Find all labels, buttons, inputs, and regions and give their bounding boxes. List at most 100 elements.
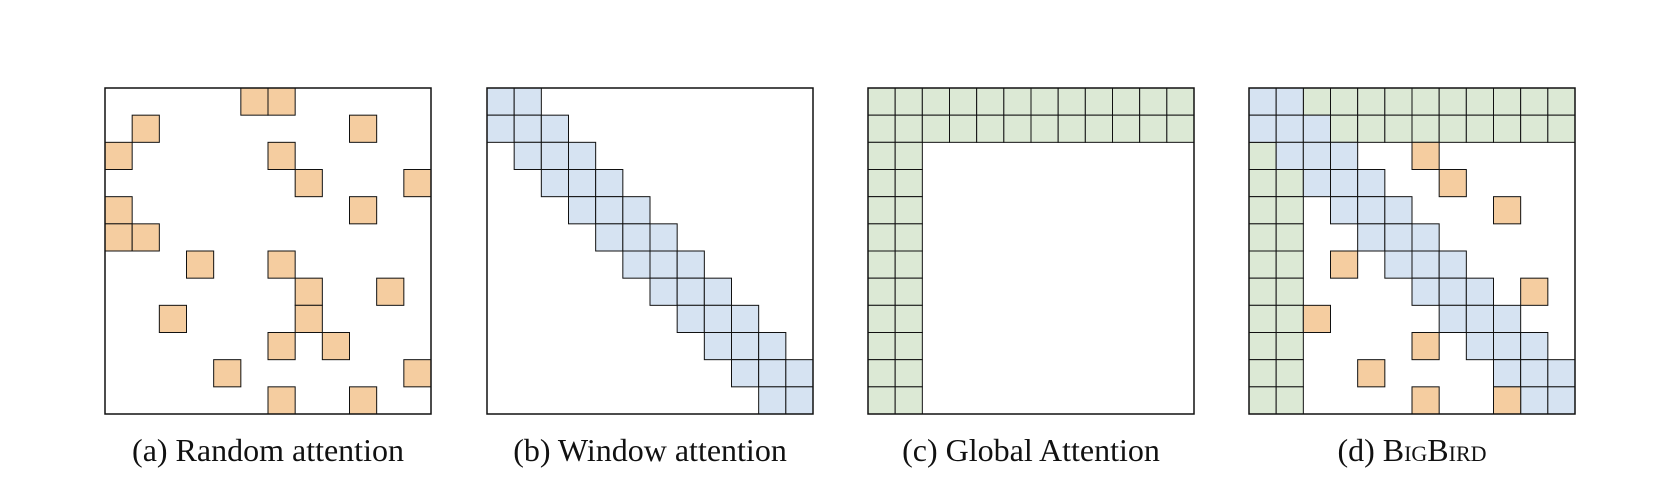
random-cell [1411,141,1440,170]
random-attention-panel [104,87,432,415]
window-cell [622,223,651,252]
random-cell [294,304,323,333]
window-cell [1330,141,1359,170]
global-cell [1030,87,1059,116]
random-cell [349,386,378,415]
window-cell [1438,277,1467,306]
global-cell [867,223,896,252]
caption-text-b: Window attention [557,432,787,468]
global-cell [894,359,923,388]
random-cell [131,114,160,143]
window-cell [486,114,515,143]
window-cell [595,196,624,225]
global-cell [1384,114,1413,143]
window-cell [1465,304,1494,333]
global-cell [867,87,896,116]
window-cell [1384,223,1413,252]
caption-label-c: (c) [902,432,938,468]
global-cell [1357,114,1386,143]
global-cell [921,87,950,116]
random-cell [267,250,296,279]
window-cell [1248,87,1277,116]
random-attention-caption: (a) Random attention [58,430,478,470]
global-cell [894,87,923,116]
global-cell [1248,141,1277,170]
global-cell [867,277,896,306]
global-cell [894,250,923,279]
global-cell [1166,114,1195,143]
random-cell [403,169,432,198]
global-cell [894,223,923,252]
global-cell [1493,87,1522,116]
grid-frame [867,87,1195,415]
bigbird-grid [1248,87,1576,415]
global-cell [1384,87,1413,116]
window-cell [1357,223,1386,252]
window-cell [1438,304,1467,333]
window-cell [1411,277,1440,306]
caption-label-a: (a) [132,432,168,468]
window-cell [731,332,760,361]
random-cell [1302,304,1331,333]
random-cell [403,359,432,388]
random-cell [1520,277,1549,306]
random-cell [1411,386,1440,415]
window-cell [785,386,814,415]
random-cell [1357,359,1386,388]
window-cell [1384,250,1413,279]
global-cell [1411,114,1440,143]
global-cell [1248,169,1277,198]
window-cell [540,141,569,170]
window-cell [1411,223,1440,252]
window-cell [649,223,678,252]
global-cell [1248,196,1277,225]
random-cell [213,359,242,388]
window-cell [540,169,569,198]
global-cell [894,169,923,198]
window-cell [1330,169,1359,198]
window-cell [1275,114,1304,143]
global-cell [1438,114,1467,143]
window-cell [568,141,597,170]
window-cell [676,277,705,306]
random-cell [294,169,323,198]
window-cell [1493,359,1522,388]
window-cell [513,141,542,170]
global-cell [1248,250,1277,279]
random-cell [1330,250,1359,279]
window-cell [1465,332,1494,361]
window-cell [1302,141,1331,170]
window-cell [1275,87,1304,116]
caption-label-d: (d) [1337,432,1375,468]
global-cell [1139,87,1168,116]
global-cell [949,114,978,143]
window-cell [540,114,569,143]
window-cell [731,359,760,388]
global-cell [1357,87,1386,116]
window-cell [1330,196,1359,225]
global-cell [1302,87,1331,116]
random-cell [321,332,350,361]
global-cell [867,304,896,333]
global-attention-caption: (c) Global Attention [821,430,1241,470]
global-cell [1275,223,1304,252]
global-cell [894,304,923,333]
global-cell [1248,223,1277,252]
random-cell [104,223,133,252]
global-cell [1438,87,1467,116]
caption-text-a: Random attention [175,432,404,468]
window-cell [1547,386,1576,415]
global-cell [976,87,1005,116]
global-cell [867,169,896,198]
window-cell [1438,250,1467,279]
window-cell [703,332,732,361]
window-cell [622,250,651,279]
random-cell [186,250,215,279]
window-cell [1547,359,1576,388]
global-cell [1112,87,1141,116]
random-cell [294,277,323,306]
random-cell [267,386,296,415]
window-cell [785,359,814,388]
global-cell [1248,277,1277,306]
random-cell [349,196,378,225]
